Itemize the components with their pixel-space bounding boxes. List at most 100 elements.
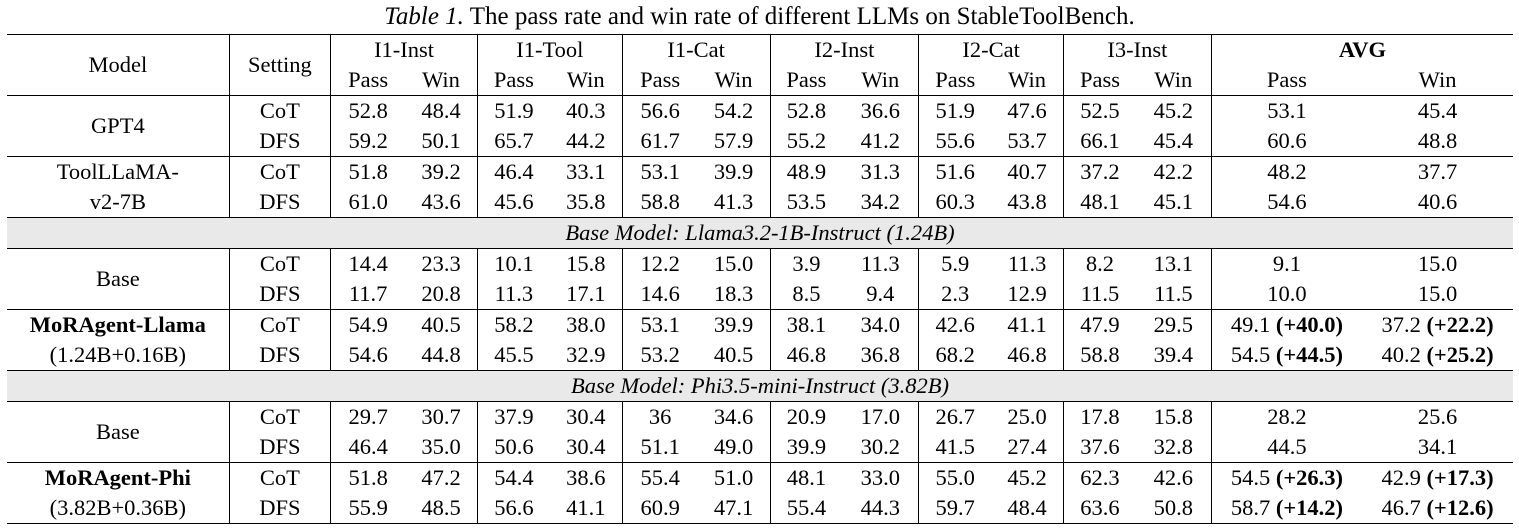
value-cell: 48.1: [1063, 187, 1136, 218]
value-cell: 48.9: [769, 156, 843, 187]
group-phi-base: Base CoT 29.7 30.7 37.9 30.4 36 34.6 20.9 17.0 26.…: [7, 401, 1513, 463]
setting-cell: DFS: [228, 126, 331, 157]
header-win: Win: [861, 67, 900, 92]
value-cell: 62.3: [1063, 462, 1136, 493]
value-cell: 18.3: [713, 281, 754, 306]
header-win: Win: [714, 67, 753, 92]
avg-win-cell: 15.0: [1362, 279, 1513, 310]
avg-pass-cell: 48.2: [1210, 156, 1363, 187]
avg-win-delta: (+17.3): [1426, 465, 1494, 490]
value-cell: 53.2: [621, 340, 698, 371]
value-cell: 34.0: [860, 312, 900, 337]
value-cell: 11.3: [861, 251, 900, 276]
value-cell: 48.4: [421, 98, 461, 123]
model-name: (3.82B+0.36B): [49, 495, 187, 520]
avg-pass-delta: (+40.0): [1275, 312, 1344, 337]
value-cell: 39.4: [1153, 342, 1194, 367]
value-cell: 34.6: [713, 404, 754, 429]
value-cell: 45.2: [1153, 98, 1194, 123]
avg-pass-cell: 60.6: [1210, 126, 1363, 157]
value-cell: 46.4: [330, 432, 406, 463]
header-row-groups: Model Setting I1-Inst I1-Tool I1-Cat I2-…: [7, 34, 1513, 96]
value-cell: 52.8: [330, 95, 406, 126]
avg-pass-cell: 44.5: [1210, 432, 1363, 463]
value-cell: 59.7: [918, 493, 992, 524]
value-cell: 8.5: [769, 279, 843, 310]
value-cell: 30.2: [860, 434, 900, 459]
value-cell: 10.1: [476, 248, 550, 279]
section-llama: Base Model: Llama3.2-1B-Instruct (1.24B): [7, 217, 1513, 249]
value-cell: 51.9: [476, 95, 550, 126]
value-cell: 51.9: [918, 95, 992, 126]
value-cell: 40.5: [421, 312, 461, 337]
value-cell: 66.1: [1063, 126, 1136, 157]
header-win: Win: [566, 67, 605, 92]
value-cell: 51.8: [330, 462, 406, 493]
value-cell: 39.9: [769, 432, 843, 463]
setting-cell: CoT: [228, 156, 331, 187]
value-cell: 68.2: [918, 340, 992, 371]
value-cell: 14.6: [621, 279, 698, 310]
avg-win-value: 15.0: [1417, 281, 1458, 306]
value-cell: 33.1: [566, 159, 606, 184]
group-moragent-llama: MoRAgent-Llama CoT 54.9 40.5 58.2 38.0 53.1 39.…: [7, 309, 1513, 371]
header-pass: Pass: [1210, 65, 1363, 96]
value-cell: 55.4: [621, 462, 698, 493]
value-cell: 29.5: [1153, 312, 1194, 337]
header-pass: Pass: [621, 65, 698, 96]
value-cell: 23.3: [421, 251, 461, 276]
value-cell: 39.2: [421, 159, 461, 184]
value-cell: 53.1: [621, 156, 698, 187]
header-group: I1-Tool: [476, 34, 623, 65]
avg-pass-cell: 58.7 (+14.2): [1210, 493, 1363, 524]
avg-pass-value: 58.7: [1230, 495, 1271, 520]
value-cell: 59.2: [330, 126, 406, 157]
avg-win-cell: 25.6: [1362, 402, 1513, 433]
avg-pass-value: 60.6: [1267, 128, 1307, 153]
value-cell: 52.5: [1063, 95, 1136, 126]
avg-win-cell: 37.2 (+22.2): [1362, 310, 1513, 341]
value-cell: 48.1: [769, 462, 843, 493]
setting-cell: DFS: [228, 432, 331, 463]
avg-win-value: 34.1: [1417, 434, 1458, 459]
setting-cell: DFS: [228, 187, 331, 218]
value-cell: 38.1: [769, 309, 843, 340]
value-cell: 36.6: [860, 98, 900, 123]
header-win: Win: [1418, 67, 1457, 92]
value-cell: 61.7: [621, 126, 698, 157]
table-row: (3.82B+0.36B) DFS 55.9 48.5 56.6 41.1 60.9 47.1…: [7, 493, 1513, 524]
value-cell: 56.6: [621, 95, 698, 126]
value-cell: 48.4: [1007, 495, 1047, 520]
value-cell: 32.8: [1153, 434, 1194, 459]
caption-label: Table 1.: [384, 3, 464, 30]
header-win: Win: [1008, 67, 1046, 92]
table-row: v2-7B DFS 61.0 43.6 45.6 35.8 58.8 41.3 53.5 34.2…: [7, 187, 1513, 218]
section-row: Base Model: Phi3.5-mini-Instruct (3.82B): [7, 370, 1513, 402]
value-cell: 40.7: [1007, 159, 1047, 184]
avg-pass-delta: (+14.2): [1275, 495, 1344, 520]
value-cell: 51.6: [918, 156, 992, 187]
model-name: MoRAgent-Phi: [44, 465, 191, 490]
value-cell: 58.2: [476, 309, 550, 340]
avg-pass-value: 28.2: [1267, 404, 1307, 429]
header-group: I2-Inst: [769, 34, 919, 65]
value-cell: 55.0: [918, 462, 992, 493]
value-cell: 13.1: [1153, 251, 1194, 276]
value-cell: 41.1: [566, 495, 606, 520]
value-cell: 42.6: [1153, 465, 1194, 490]
value-cell: 41.2: [860, 128, 900, 153]
avg-pass-cell: 54.5 (+26.3): [1210, 462, 1363, 493]
avg-win-delta: (+22.2): [1426, 312, 1494, 337]
value-cell: 55.2: [769, 126, 843, 157]
value-cell: 45.1: [1153, 189, 1194, 214]
header-win: Win: [1154, 67, 1193, 92]
model-name: v2-7B: [89, 189, 146, 214]
value-cell: 37.6: [1063, 432, 1136, 463]
avg-win-value: 15.0: [1417, 251, 1458, 276]
value-cell: 2.3: [918, 279, 992, 310]
value-cell: 63.6: [1063, 493, 1136, 524]
value-cell: 40.3: [566, 98, 606, 123]
header-group: I1-Cat: [621, 34, 770, 65]
table-row: Base CoT 14.4 23.3 10.1 15.8 12.2 15.0 3.9 11.3 5.…: [7, 248, 1513, 291]
avg-win-cell: 40.2 (+25.2): [1362, 340, 1513, 371]
